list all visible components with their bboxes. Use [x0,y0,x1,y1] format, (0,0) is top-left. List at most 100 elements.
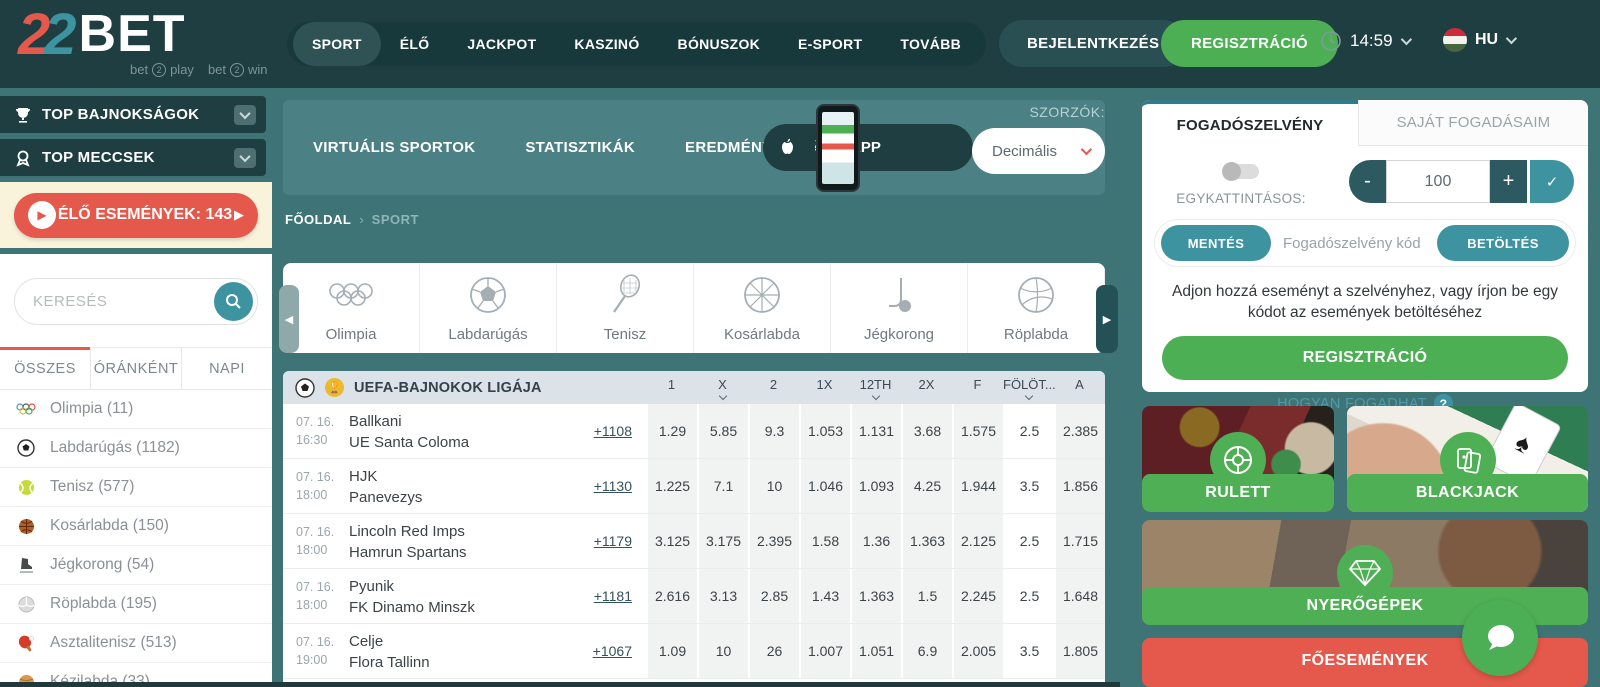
odds-button[interactable]: 3.13 [699,569,748,623]
carousel-item-volleyball[interactable]: Röplabda [968,263,1105,353]
sidebar-item-tennis[interactable]: Tenisz (577) [0,468,272,507]
nav-item-esport[interactable]: E-SPORT [798,36,863,52]
odds-button[interactable]: 3.68 [903,404,952,458]
odds-button[interactable]: 2.395 [750,514,799,568]
odds-button[interactable]: 10 [699,624,748,678]
sidebar-item-top-leagues[interactable]: TOP BAJNOKSÁGOK [0,96,266,133]
load-button[interactable]: BETÖLTÉS [1437,225,1569,261]
save-button[interactable]: MENTÉS [1161,225,1271,261]
odds-button[interactable]: 1.715 [1056,514,1105,568]
more-bets-link[interactable]: +1108 [593,423,632,439]
sidebar-item-ice-hockey[interactable]: Jégkorong (54) [0,546,272,585]
tab-all[interactable]: ÖSSZES [0,347,91,389]
carousel-item-basketball[interactable]: Kosárlabda [694,263,831,353]
sidebar-item-basketball[interactable]: Kosárlabda (150) [0,507,272,546]
odds-button[interactable]: 2.616 [648,569,697,623]
odds-button[interactable]: 1.29 [648,404,697,458]
roulette-card[interactable]: RULETT [1142,406,1334,512]
odds-button[interactable]: 1.43 [801,569,850,623]
more-bets-link[interactable]: +1181 [593,588,632,604]
carousel-item-tennis[interactable]: Tenisz [557,263,694,353]
odds-button[interactable]: 6.9 [903,624,952,678]
odds-button[interactable]: 2.85 [750,569,799,623]
betslip-code-input[interactable] [1271,234,1437,252]
odds-button[interactable]: 1.36 [852,514,901,568]
sidebar-item-volleyball[interactable]: Röplabda (195) [0,585,272,624]
time-selector[interactable]: 14:59 [1320,30,1412,52]
register-button[interactable]: REGISZTRÁCIÓ [1161,20,1338,67]
more-bets-link[interactable]: +1179 [593,533,632,549]
odds-button[interactable]: 1.007 [801,624,850,678]
search-button[interactable] [214,282,253,321]
odds-button[interactable]: 10 [750,459,799,513]
odds-button[interactable]: 1.09 [648,624,697,678]
mobile-app-badge[interactable]: APP [763,124,973,171]
nav-item-sport[interactable]: SPORT [293,22,381,66]
odds-button[interactable]: 1.131 [852,404,901,458]
register-button[interactable]: REGISZTRÁCIÓ [1162,336,1568,380]
odds-button[interactable]: 9.3 [750,404,799,458]
col-12th[interactable]: 12TH [850,377,901,400]
stake-input[interactable] [1386,160,1490,203]
sidebar-item-football[interactable]: Labdarúgás (1182) [0,429,272,468]
odds-button[interactable]: 1.093 [852,459,901,513]
carousel-item-ice-hockey[interactable]: Jégkorong [831,263,968,353]
odds-button[interactable]: 1.046 [801,459,850,513]
statistics-link[interactable]: STATISZTIKÁK [525,139,636,156]
odds-button[interactable]: 1.944 [954,459,1003,513]
tab-my-bets[interactable]: SAJÁT FOGADÁSAIM [1358,100,1588,146]
language-selector[interactable]: HU [1443,28,1518,52]
carousel-prev-button[interactable]: ◀ [279,285,299,353]
odds-button[interactable]: 26 [750,624,799,678]
breadcrumb-home[interactable]: FŐOLDAL [285,212,352,227]
odds-format-select[interactable]: Decimális [972,128,1105,174]
expand-box[interactable] [234,147,256,168]
more-bets-link[interactable]: +1130 [593,478,632,494]
odds-button[interactable]: 2.385 [1056,404,1105,458]
nav-item-live[interactable]: ÉLŐ [399,36,430,52]
search-input[interactable] [33,293,214,310]
sidebar-item-top-matches[interactable]: TOP MECCSEK [0,139,266,176]
odds-button[interactable]: 3.175 [699,514,748,568]
odds-button[interactable]: 2.245 [954,569,1003,623]
odds-button[interactable]: 5.85 [699,404,748,458]
brand-logo[interactable]: 22 BET [18,6,186,64]
login-button[interactable]: BEJELENTKEZÉS [999,20,1188,67]
tab-daily[interactable]: NAPI [209,360,245,377]
odds-button[interactable]: 3.125 [648,514,697,568]
tab-hourly[interactable]: ÓRÁNKÉNT [91,348,182,389]
odds-button[interactable]: 4.25 [903,459,952,513]
sidebar-item-table-tennis[interactable]: Asztalitenisz (513) [0,624,272,663]
match-teams[interactable]: HJK Panevezys [349,468,423,506]
blackjack-card[interactable]: ♠ BLACKJACK [1347,406,1588,512]
tab-betslip[interactable]: FOGADÓSZELVÉNY [1142,100,1358,146]
odds-button[interactable]: 2.005 [954,624,1003,678]
odds-button[interactable]: 1.648 [1056,569,1105,623]
odds-button[interactable]: 2.125 [954,514,1003,568]
expand-box[interactable] [234,104,256,125]
virtual-sports-link[interactable]: VIRTUÁLIS SPORTOK [313,139,476,156]
odds-button[interactable]: 1.58 [801,514,850,568]
col-over[interactable]: FÖLÖT... [1003,377,1056,400]
odds-button[interactable]: 1.575 [954,404,1003,458]
odds-button[interactable]: 1.225 [648,459,697,513]
nav-item-casino[interactable]: KASZINÓ [574,36,640,52]
odds-button[interactable]: 1.856 [1056,459,1105,513]
carousel-item-football[interactable]: Labdarúgás [420,263,557,353]
match-teams[interactable]: Ballkani UE Santa Coloma [349,413,470,451]
nav-item-jackpot[interactable]: JACKPOT [467,36,537,52]
more-bets-link[interactable]: +1067 [592,643,632,659]
match-teams[interactable]: Pyunik FK Dinamo Minszk [349,578,475,616]
odds-button[interactable]: 1.363 [903,514,952,568]
odds-button[interactable]: 1.051 [852,624,901,678]
stake-decrease-button[interactable]: - [1349,160,1386,203]
stake-confirm-button[interactable]: ✓ [1530,160,1574,203]
nav-item-more[interactable]: TOVÁBB [900,36,962,52]
live-events-button[interactable]: ▶ ÉLŐ ESEMÉNYEK: 143 ▶ [14,192,258,238]
carousel-next-button[interactable]: ▶ [1096,285,1118,353]
one-click-toggle[interactable] [1222,162,1259,181]
chat-button[interactable] [1462,600,1538,676]
sidebar-item-olympics[interactable]: Olimpia (11) [0,390,272,429]
odds-button[interactable]: 1.805 [1056,624,1105,678]
nav-item-bonuses[interactable]: BÓNUSZOK [677,36,761,52]
